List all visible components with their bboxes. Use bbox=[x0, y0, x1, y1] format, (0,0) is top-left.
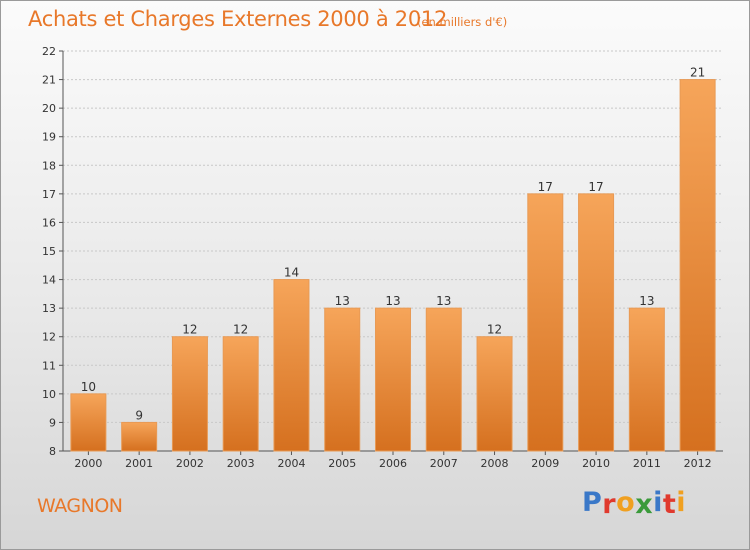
data-label-2010: 17 bbox=[588, 180, 603, 194]
x-tick-label: 2005 bbox=[328, 457, 356, 470]
bar-2002 bbox=[171, 336, 208, 452]
data-label-2009: 17 bbox=[538, 180, 553, 194]
y-tick-label: 15 bbox=[42, 245, 56, 258]
data-label-2012: 21 bbox=[690, 66, 705, 80]
brand-letter: x bbox=[635, 489, 654, 520]
bar-2007 bbox=[425, 307, 462, 452]
x-tick-label: 2007 bbox=[430, 457, 458, 470]
y-tick-label: 11 bbox=[42, 359, 56, 372]
x-tick-label: 2000 bbox=[74, 457, 102, 470]
chart-title: Achats et Charges Externes 2000 à 2012 bbox=[28, 7, 448, 31]
bar-2003 bbox=[222, 336, 259, 452]
brand-letter: t bbox=[662, 489, 677, 520]
brand-letter: i bbox=[653, 487, 663, 518]
brand-letter: o bbox=[616, 487, 636, 518]
data-label-2002: 12 bbox=[182, 323, 197, 337]
brand-letter: P bbox=[582, 487, 603, 518]
bar-2008 bbox=[476, 336, 513, 452]
data-labels: 10 9 12 12 14 13 13 13 12 17 17 13 21 bbox=[81, 66, 706, 423]
brand-letter: i bbox=[676, 487, 687, 518]
x-axis: 2000 2001 2002 2003 2004 2005 2006 2007 2008 2009… bbox=[63, 450, 723, 470]
brand-letter: r bbox=[602, 489, 617, 520]
y-axis: 8 9 10 11 12 13 14 15 16 17 18 19 20 21 22 bbox=[42, 45, 64, 458]
y-tick-label: 9 bbox=[49, 416, 56, 429]
y-tick-label: 12 bbox=[42, 331, 56, 344]
x-tick-label: 2008 bbox=[481, 457, 509, 470]
x-tick-label: 2009 bbox=[531, 457, 559, 470]
bar-2000 bbox=[70, 393, 107, 452]
y-tick-label: 8 bbox=[49, 445, 56, 458]
data-label-2001: 9 bbox=[135, 408, 143, 422]
data-label-2005: 13 bbox=[335, 294, 350, 308]
commune-name: WAGNON bbox=[37, 495, 123, 517]
x-tick-label: 2004 bbox=[277, 457, 305, 470]
bar-2004 bbox=[273, 279, 310, 452]
y-tick-label: 18 bbox=[42, 159, 56, 172]
data-label-2007: 13 bbox=[436, 294, 451, 308]
data-label-2003: 12 bbox=[233, 323, 248, 337]
y-tick-label: 13 bbox=[42, 302, 56, 315]
y-tick-label: 22 bbox=[42, 45, 56, 58]
proxiti-logo: Proxiti bbox=[582, 487, 687, 520]
data-label-2006: 13 bbox=[385, 294, 400, 308]
x-tick-label: 2011 bbox=[633, 457, 661, 470]
x-tick-label: 2003 bbox=[227, 457, 255, 470]
data-label-2008: 12 bbox=[487, 323, 502, 337]
bar-2005 bbox=[324, 307, 361, 452]
x-tick-label: 2006 bbox=[379, 457, 407, 470]
x-tick-label: 2010 bbox=[582, 457, 610, 470]
chart-subtitle: (en milliers d'€) bbox=[417, 15, 508, 29]
x-tick-label: 2001 bbox=[125, 457, 153, 470]
y-tick-label: 16 bbox=[42, 216, 56, 229]
bar-2001 bbox=[121, 421, 158, 452]
data-label-2011: 13 bbox=[639, 294, 654, 308]
bar-2011 bbox=[628, 307, 665, 452]
y-tick-label: 19 bbox=[42, 131, 56, 144]
y-tick-label: 14 bbox=[42, 274, 56, 287]
y-tick-label: 17 bbox=[42, 188, 56, 201]
x-tick-label: 2012 bbox=[684, 457, 712, 470]
data-label-2004: 14 bbox=[284, 266, 299, 280]
bars bbox=[70, 79, 716, 452]
bar-2010 bbox=[578, 193, 615, 452]
data-label-2000: 10 bbox=[81, 380, 96, 394]
x-tick-label: 2002 bbox=[176, 457, 204, 470]
y-tick-label: 10 bbox=[42, 388, 56, 401]
y-tick-label: 20 bbox=[42, 102, 56, 115]
bar-2012 bbox=[679, 79, 716, 452]
bar-2009 bbox=[527, 193, 564, 452]
y-tick-label: 21 bbox=[42, 74, 56, 87]
bar-2006 bbox=[375, 307, 411, 452]
